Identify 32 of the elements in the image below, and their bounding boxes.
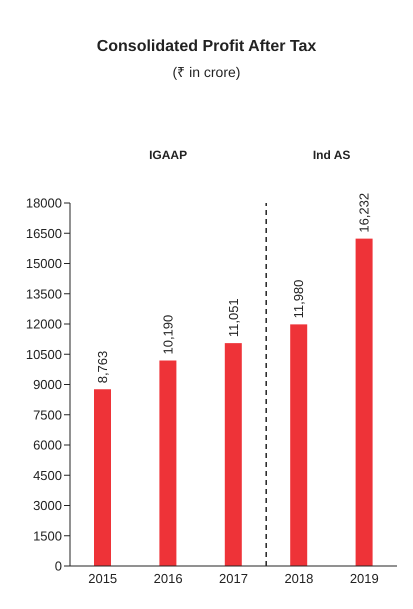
data-label: 8,763 bbox=[95, 350, 110, 384]
x-tick-label: 2015 bbox=[88, 571, 118, 586]
y-tick-label: 3000 bbox=[33, 498, 62, 514]
data-label: 16,232 bbox=[356, 192, 372, 233]
bar bbox=[356, 238, 373, 566]
bar bbox=[224, 343, 242, 566]
chart-subtitle: (₹ in crore) bbox=[172, 63, 242, 81]
y-tick-label: 7500 bbox=[33, 407, 62, 422]
data-label: 11,051 bbox=[226, 298, 241, 338]
y-tick-label: 10500 bbox=[26, 346, 62, 362]
x-tick-label: 2019 bbox=[350, 571, 379, 586]
y-tick-label: 9000 bbox=[33, 377, 62, 392]
chart-title: Consolidated Profit After Tax bbox=[96, 38, 318, 56]
y-tick-label: 12000 bbox=[26, 316, 62, 332]
text: IGAAP bbox=[148, 148, 188, 162]
y-tick-label: 0 bbox=[54, 558, 62, 574]
data-label: 11,980 bbox=[291, 280, 306, 318]
y-tick-label: 6000 bbox=[33, 438, 62, 453]
y-tick-label: 18000 bbox=[26, 196, 62, 211]
y-tick-label: 15000 bbox=[26, 256, 62, 272]
text: Ind AS bbox=[312, 148, 352, 162]
y-tick-label: 16500 bbox=[26, 226, 62, 241]
x-tick-label: 2017 bbox=[219, 571, 248, 586]
y-tick-label: 13500 bbox=[26, 286, 62, 302]
bar bbox=[159, 360, 176, 566]
y-tick-label: 1500 bbox=[33, 528, 62, 544]
x-tick-label: 2018 bbox=[284, 571, 314, 586]
x-tick-label: 2016 bbox=[154, 571, 183, 586]
bar bbox=[94, 389, 111, 566]
bar bbox=[290, 324, 308, 566]
data-label: 10,190 bbox=[160, 314, 176, 354]
y-tick-label: 4500 bbox=[33, 468, 62, 483]
